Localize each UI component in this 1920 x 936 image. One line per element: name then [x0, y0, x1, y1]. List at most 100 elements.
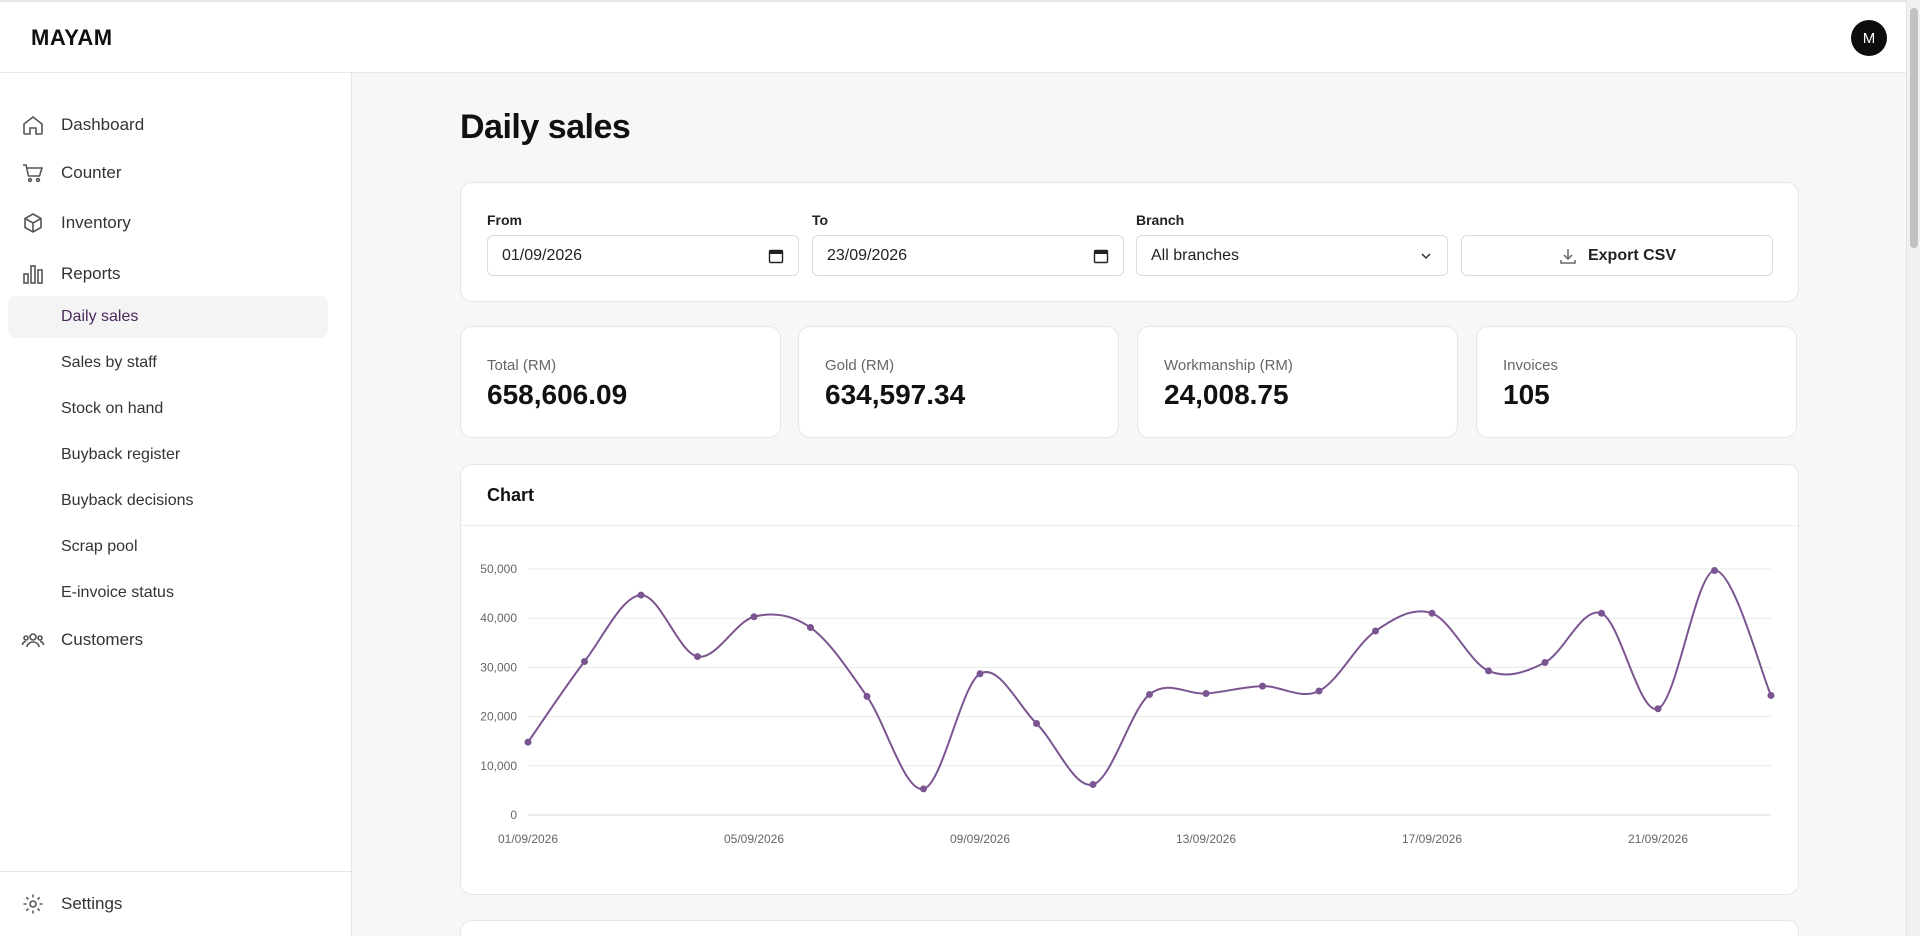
sidebar-item-e-invoice-status[interactable]: E-invoice status: [8, 572, 328, 614]
daily-sales-line-chart: 0 10,000 20,000 30,000 40,000 50,000 01/09/202…: [480, 562, 1775, 846]
gear-icon: [23, 894, 43, 914]
sidebar-item-label: Customers: [61, 630, 144, 649]
sidebar-item-sales-by-staff[interactable]: Sales by staff: [8, 342, 328, 384]
download-icon: [1560, 248, 1576, 264]
series-line: [527, 569, 1772, 790]
sidebar-item-customers[interactable]: Customers: [0, 620, 352, 660]
data-point: [524, 738, 532, 746]
data-point: [1541, 658, 1549, 666]
data-point: [863, 692, 871, 700]
sidebar: Dashboard Counter Inventory Reports Dail…: [0, 73, 352, 936]
sidebar-item-label: Counter: [61, 163, 122, 182]
brand-logo[interactable]: MAYAM: [31, 25, 113, 50]
sidebar-item-daily-sales[interactable]: Daily sales: [8, 296, 328, 338]
branch-label: Branch: [1136, 212, 1185, 228]
sidebar-item-buyback-register[interactable]: Buyback register: [8, 434, 328, 476]
stat-card-total: Total (RM) 658,606.09: [460, 326, 781, 438]
sidebar-item-label: Buyback decisions: [61, 492, 194, 509]
data-point: [1485, 667, 1492, 675]
sidebar-item-stock-on-hand[interactable]: Stock on hand: [8, 388, 328, 430]
sidebar-item-counter[interactable]: Counter: [0, 153, 352, 193]
sidebar-item-dashboard[interactable]: Dashboard: [0, 105, 352, 145]
data-point: [1711, 566, 1718, 574]
users-icon: [21, 633, 45, 648]
sidebar-item-label: E-invoice status: [61, 584, 174, 601]
data-point: [581, 657, 588, 665]
y-tick-label: 10,000: [480, 759, 517, 773]
data-point: [750, 613, 758, 621]
data-point: [1598, 609, 1605, 617]
data-point: [1767, 691, 1775, 699]
chevron-down-icon: [1421, 253, 1431, 260]
data-point: [1654, 705, 1662, 713]
sidebar-item-label: Sales by staff: [61, 354, 157, 371]
y-tick-label: 40,000: [480, 611, 517, 625]
data-point: [1372, 627, 1379, 635]
sidebar-item-label: Stock on hand: [61, 400, 164, 417]
data-point: [637, 591, 645, 599]
data-point: [1202, 689, 1210, 697]
data-point: [807, 624, 814, 632]
stat-card-workmanship: Workmanship (RM) 24,008.75: [1137, 326, 1458, 438]
bar-chart-icon: [23, 265, 43, 284]
data-point: [976, 670, 984, 678]
data-point: [1259, 682, 1266, 690]
scrollbar-thumb[interactable]: [1910, 8, 1918, 248]
stat-card-gold: Gold (RM) 634,597.34: [798, 326, 1119, 438]
to-label: To: [812, 212, 829, 228]
sidebar-footer: Settings: [0, 871, 352, 936]
sidebar-item-inventory[interactable]: Inventory: [0, 203, 352, 243]
stat-card-invoices: Invoices 105: [1476, 326, 1797, 438]
stat-value: 634,597.34: [825, 379, 966, 410]
from-date-input[interactable]: 01/09/2026: [487, 235, 799, 276]
chart-title: Chart: [487, 485, 535, 505]
x-tick-label: 05/09/2026: [724, 832, 784, 846]
chart-card: Chart 0 10,000 20,000 30,000 40,000 50,000 01/…: [460, 464, 1799, 895]
stat-label: Total (RM): [487, 357, 557, 374]
main-content: Daily sales From 01/09/2026 To 23/09/202…: [353, 74, 1906, 936]
calendar-icon[interactable]: [768, 248, 784, 264]
top-bar: MAYAM M: [0, 0, 1906, 73]
x-tick-label: 01/09/2026: [498, 832, 558, 846]
x-tick-label: 17/09/2026: [1402, 832, 1462, 846]
branch-select[interactable]: All branches: [1136, 235, 1448, 276]
y-tick-label: 30,000: [480, 660, 517, 674]
sidebar-item-label: Reports: [61, 264, 121, 283]
data-point: [694, 653, 701, 661]
to-date-input[interactable]: 23/09/2026: [812, 235, 1124, 276]
stat-value: 24,008.75: [1164, 379, 1289, 410]
from-label: From: [487, 212, 522, 228]
sidebar-item-buyback-decisions[interactable]: Buyback decisions: [8, 480, 328, 522]
x-tick-label: 09/09/2026: [950, 832, 1010, 846]
page-scrollbar[interactable]: [1906, 0, 1920, 936]
stat-value: 658,606.09: [487, 379, 628, 410]
export-csv-button[interactable]: Export CSV: [1461, 235, 1773, 276]
data-point: [1033, 719, 1040, 727]
sidebar-item-scrap-pool[interactable]: Scrap pool: [8, 526, 328, 568]
sidebar-item-label: Dashboard: [61, 115, 145, 134]
y-tick-label: 50,000: [480, 562, 517, 576]
home-icon: [23, 115, 43, 135]
stat-label: Invoices: [1503, 357, 1559, 374]
user-avatar[interactable]: M: [1851, 20, 1887, 56]
stat-label: Workmanship (RM): [1164, 357, 1293, 374]
from-date-value: 01/09/2026: [502, 246, 583, 264]
to-date-value: 23/09/2026: [827, 246, 908, 264]
calendar-icon[interactable]: [1093, 248, 1109, 264]
data-point: [1089, 780, 1097, 788]
next-card: [460, 920, 1799, 936]
data-point: [920, 785, 927, 793]
data-point: [1315, 687, 1323, 695]
branch-select-value: All branches: [1151, 246, 1240, 264]
export-csv-label: Export CSV: [1587, 246, 1676, 264]
sidebar-item-label: Buyback register: [61, 446, 181, 463]
box-icon: [24, 213, 42, 233]
stat-value: 105: [1503, 379, 1550, 410]
x-tick-label: 21/09/2026: [1628, 832, 1688, 846]
filter-card: From 01/09/2026 To 23/09/2026 Branch All…: [460, 182, 1799, 302]
sidebar-item-settings[interactable]: Settings: [0, 884, 352, 924]
sidebar-item-reports[interactable]: Reports: [0, 254, 352, 294]
x-tick-label: 13/09/2026: [1176, 832, 1236, 846]
sidebar-item-label: Scrap pool: [61, 538, 138, 555]
sidebar-item-label: Settings: [61, 894, 123, 913]
